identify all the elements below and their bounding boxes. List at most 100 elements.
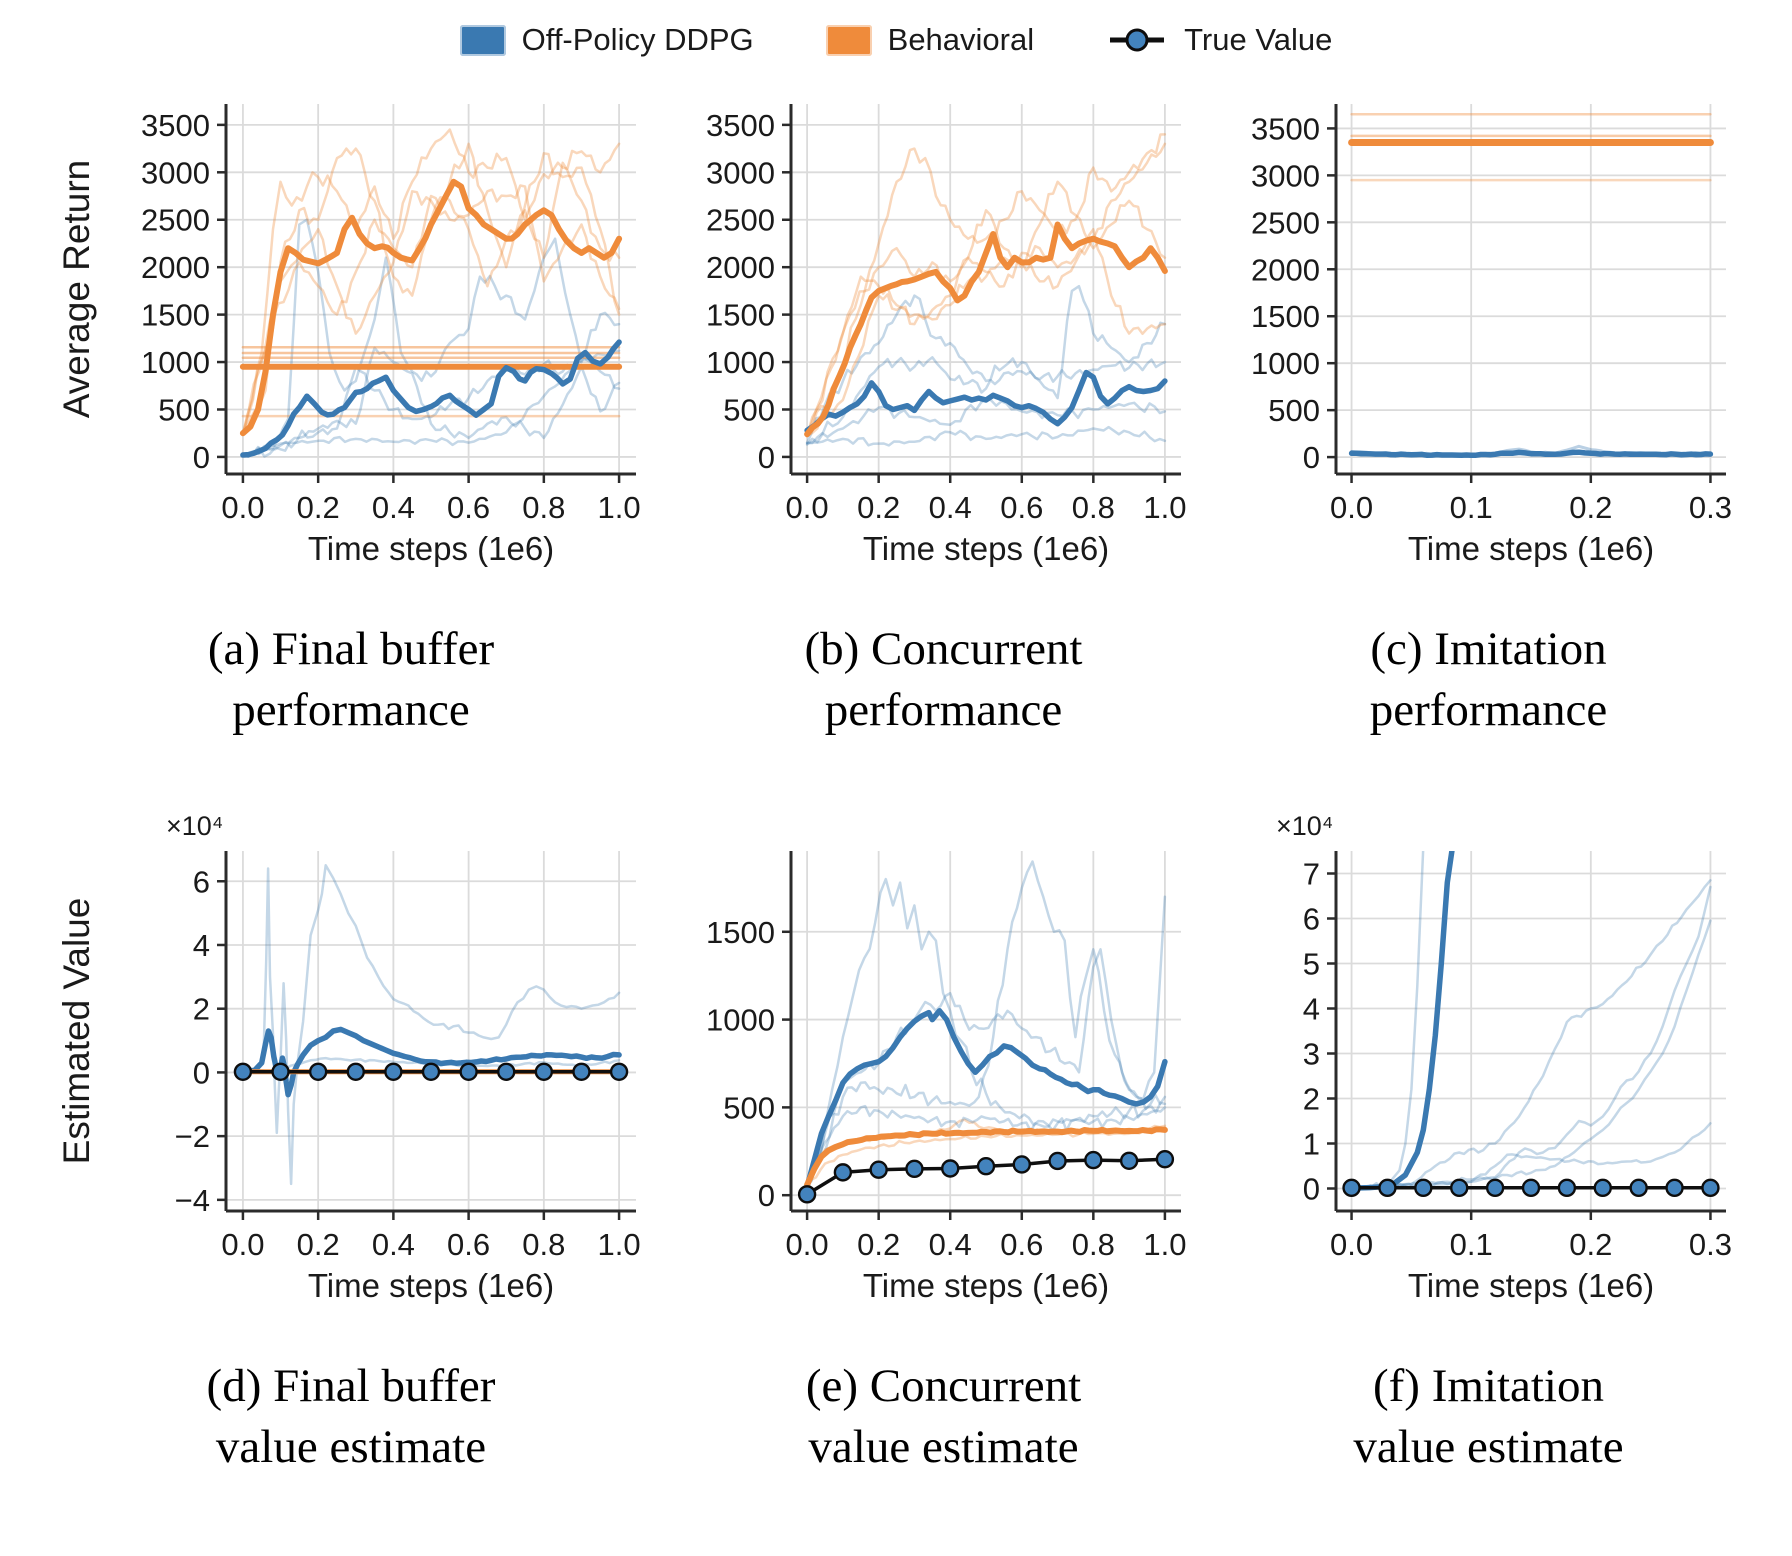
x-tick-label: 0.0 bbox=[786, 1227, 829, 1262]
true-value-marker bbox=[1342, 1178, 1361, 1198]
true-value-marker bbox=[1048, 1151, 1067, 1171]
y-tick-label: 500 bbox=[723, 392, 775, 427]
true-value-marker bbox=[1450, 1178, 1469, 1198]
true-value-marker bbox=[572, 1062, 591, 1081]
legend: Off-Policy DDPG Behavioral True Value bbox=[0, 12, 1792, 68]
plot-svg-d: 0.0 0.2 0.4 0.6 0.8 1.0 −4 −2 0 2 4 6 Time steps (1e… bbox=[56, 811, 641, 1304]
series-ddpg-mean bbox=[240, 1026, 622, 1098]
legend-item-behavioral: Behavioral bbox=[825, 22, 1035, 58]
caption-concurrent-performance: (b) Concurrent performance bbox=[691, 581, 1196, 781]
true-value-marker bbox=[976, 1157, 996, 1176]
true-value-marker bbox=[346, 1062, 365, 1081]
series-behavioral-mean bbox=[239, 178, 623, 437]
caption-line: (d) Final buffer bbox=[206, 1360, 496, 1412]
true-value-marker bbox=[797, 1185, 817, 1204]
caption-line: (b) Concurrent bbox=[804, 623, 1083, 675]
series-ddpg-seed-4 bbox=[241, 349, 621, 458]
axis-multiplier-label: ×10⁴ bbox=[1276, 811, 1333, 841]
true-value-marker bbox=[1155, 1149, 1175, 1169]
series-ddpg-seed-2 bbox=[241, 353, 621, 457]
y-tick-label: 0 bbox=[1303, 440, 1320, 475]
legend-label: Off-Policy DDPG bbox=[521, 22, 754, 57]
x-tick-label: 0.3 bbox=[1689, 490, 1732, 525]
caption-line: performance bbox=[824, 684, 1063, 737]
x-tick-label: 0.2 bbox=[1569, 490, 1612, 525]
true-value-marker bbox=[497, 1062, 516, 1081]
x-tick-label: 0.8 bbox=[1072, 1227, 1115, 1262]
true-value-marker bbox=[384, 1062, 403, 1081]
series-ddpg-mean bbox=[804, 369, 1168, 434]
series-ddpg-seed-1 bbox=[241, 864, 621, 1186]
x-axis-label: Time steps (1e6) bbox=[308, 530, 554, 567]
x-tick-label: 1.0 bbox=[1143, 490, 1186, 525]
x-axis-label: Time steps (1e6) bbox=[1408, 1267, 1654, 1304]
x-tick-label: 0.6 bbox=[447, 1227, 490, 1262]
series-ddpg-mean bbox=[804, 1008, 1168, 1190]
series-behavioral-seed-2 bbox=[805, 180, 1167, 438]
y-tick-label: 7 bbox=[1303, 857, 1320, 892]
x-tick-label: 0.3 bbox=[1689, 1227, 1732, 1262]
chart-imitation-value-estimate: 0.0 0.1 0.2 0.3 0 1 2 3 4 5 6 7 Time steps (1e6) ×10⁴ bbox=[1236, 799, 1741, 1312]
gridlines bbox=[226, 851, 636, 1211]
caption-line: performance bbox=[232, 684, 470, 737]
x-tick-label: 0.2 bbox=[297, 490, 340, 525]
series-behavioral-mean bbox=[804, 1126, 1168, 1188]
y-tick-label: 1000 bbox=[141, 345, 210, 380]
series-ddpg-seed-4 bbox=[805, 1104, 1167, 1188]
y-tick-label: 3000 bbox=[706, 155, 775, 190]
series-ddpg-seed-2 bbox=[1350, 879, 1712, 1191]
plot-svg-a: 0.0 0.2 0.4 0.6 0.8 1.0 0 500 1000 1500 2000 2500 30… bbox=[56, 104, 641, 567]
y-tick-label: 3500 bbox=[1251, 111, 1320, 146]
y-tick-label: 0 bbox=[758, 1178, 775, 1213]
true-value-marker bbox=[1521, 1178, 1541, 1198]
plot-svg-f: 0.0 0.1 0.2 0.3 0 1 2 3 4 5 6 7 Time steps (1e6) ×10⁴ bbox=[1276, 811, 1732, 1304]
plot-svg-b: 0.0 0.2 0.4 0.6 0.8 1.0 0 500 1000 1500 2000 2500 30… bbox=[706, 104, 1186, 567]
y-tick-label: 0 bbox=[1303, 1172, 1320, 1207]
y-tick-label: 3500 bbox=[706, 108, 775, 143]
caption-line: (c) Imitation bbox=[1370, 623, 1607, 675]
caption-final-buffer-performance: (a) Final buffer performance bbox=[51, 581, 651, 781]
y-tick-label: 6 bbox=[193, 864, 210, 899]
series-behavioral-seed-1 bbox=[805, 1126, 1167, 1188]
series-ddpg-seed-1 bbox=[241, 218, 621, 458]
y-tick-label: 2 bbox=[193, 992, 210, 1027]
y-tick-label: 1500 bbox=[706, 298, 775, 333]
x-tick-label: 0.1 bbox=[1450, 1227, 1493, 1262]
chart-imitation-performance: 0.0 0.1 0.2 0.3 0 500 1000 1500 2000 2500 3000 3500… bbox=[1236, 86, 1741, 575]
axes: 0.0 0.1 0.2 0.3 0 1 2 3 4 5 6 7 Time steps (1e6) ×10⁴ bbox=[1276, 811, 1732, 1304]
series-group bbox=[239, 128, 623, 458]
chart-concurrent-value-estimate: 0.0 0.2 0.4 0.6 0.8 1.0 0 500 1000 1500 Time steps… bbox=[691, 799, 1196, 1312]
value-captions-row: (d) Final buffer value estimate (e) Conc… bbox=[0, 1318, 1792, 1518]
y-tick-label: 3000 bbox=[1251, 158, 1320, 193]
series-group bbox=[1348, 113, 1714, 458]
x-tick-label: 0.0 bbox=[1330, 490, 1373, 525]
true-value-marker bbox=[1593, 1178, 1612, 1198]
legend-label: True Value bbox=[1184, 22, 1333, 57]
caption-line: value estimate bbox=[1353, 1421, 1624, 1474]
y-tick-label: 2 bbox=[1303, 1082, 1320, 1117]
caption-line: (f) Imitation bbox=[1372, 1360, 1604, 1412]
series-behavioral-mean bbox=[804, 221, 1168, 438]
true-value-marker bbox=[941, 1159, 960, 1178]
y-tick-label: 1500 bbox=[1251, 299, 1320, 334]
caption-line: value estimate bbox=[808, 1421, 1079, 1474]
x-tick-label: 0.4 bbox=[929, 1227, 972, 1262]
y-tick-label: 3500 bbox=[141, 108, 210, 143]
y-tick-label: 0 bbox=[193, 440, 210, 475]
true-value-marker bbox=[534, 1062, 554, 1081]
y-tick-label: 2000 bbox=[141, 250, 210, 285]
behavioral-swatch-icon bbox=[825, 24, 872, 56]
axes: 0.0 0.2 0.4 0.6 0.8 1.0 −4 −2 0 2 4 6 Time steps (1e… bbox=[56, 811, 641, 1304]
x-axis-label: Time steps (1e6) bbox=[308, 1267, 554, 1304]
x-tick-label: 0.8 bbox=[522, 1227, 565, 1262]
y-tick-label: 1500 bbox=[141, 298, 210, 333]
caption-imitation-value-estimate: (f) Imitation value estimate bbox=[1236, 1318, 1741, 1518]
legend-label: Behavioral bbox=[887, 22, 1035, 57]
y-tick-label: 0 bbox=[193, 1055, 210, 1090]
x-tick-label: 0.8 bbox=[522, 490, 565, 525]
x-tick-label: 0.0 bbox=[786, 490, 829, 525]
performance-captions-row: (a) Final buffer performance (b) Concurr… bbox=[0, 581, 1792, 781]
y-tick-label: 0 bbox=[758, 440, 775, 475]
true-value-marker bbox=[609, 1062, 629, 1081]
